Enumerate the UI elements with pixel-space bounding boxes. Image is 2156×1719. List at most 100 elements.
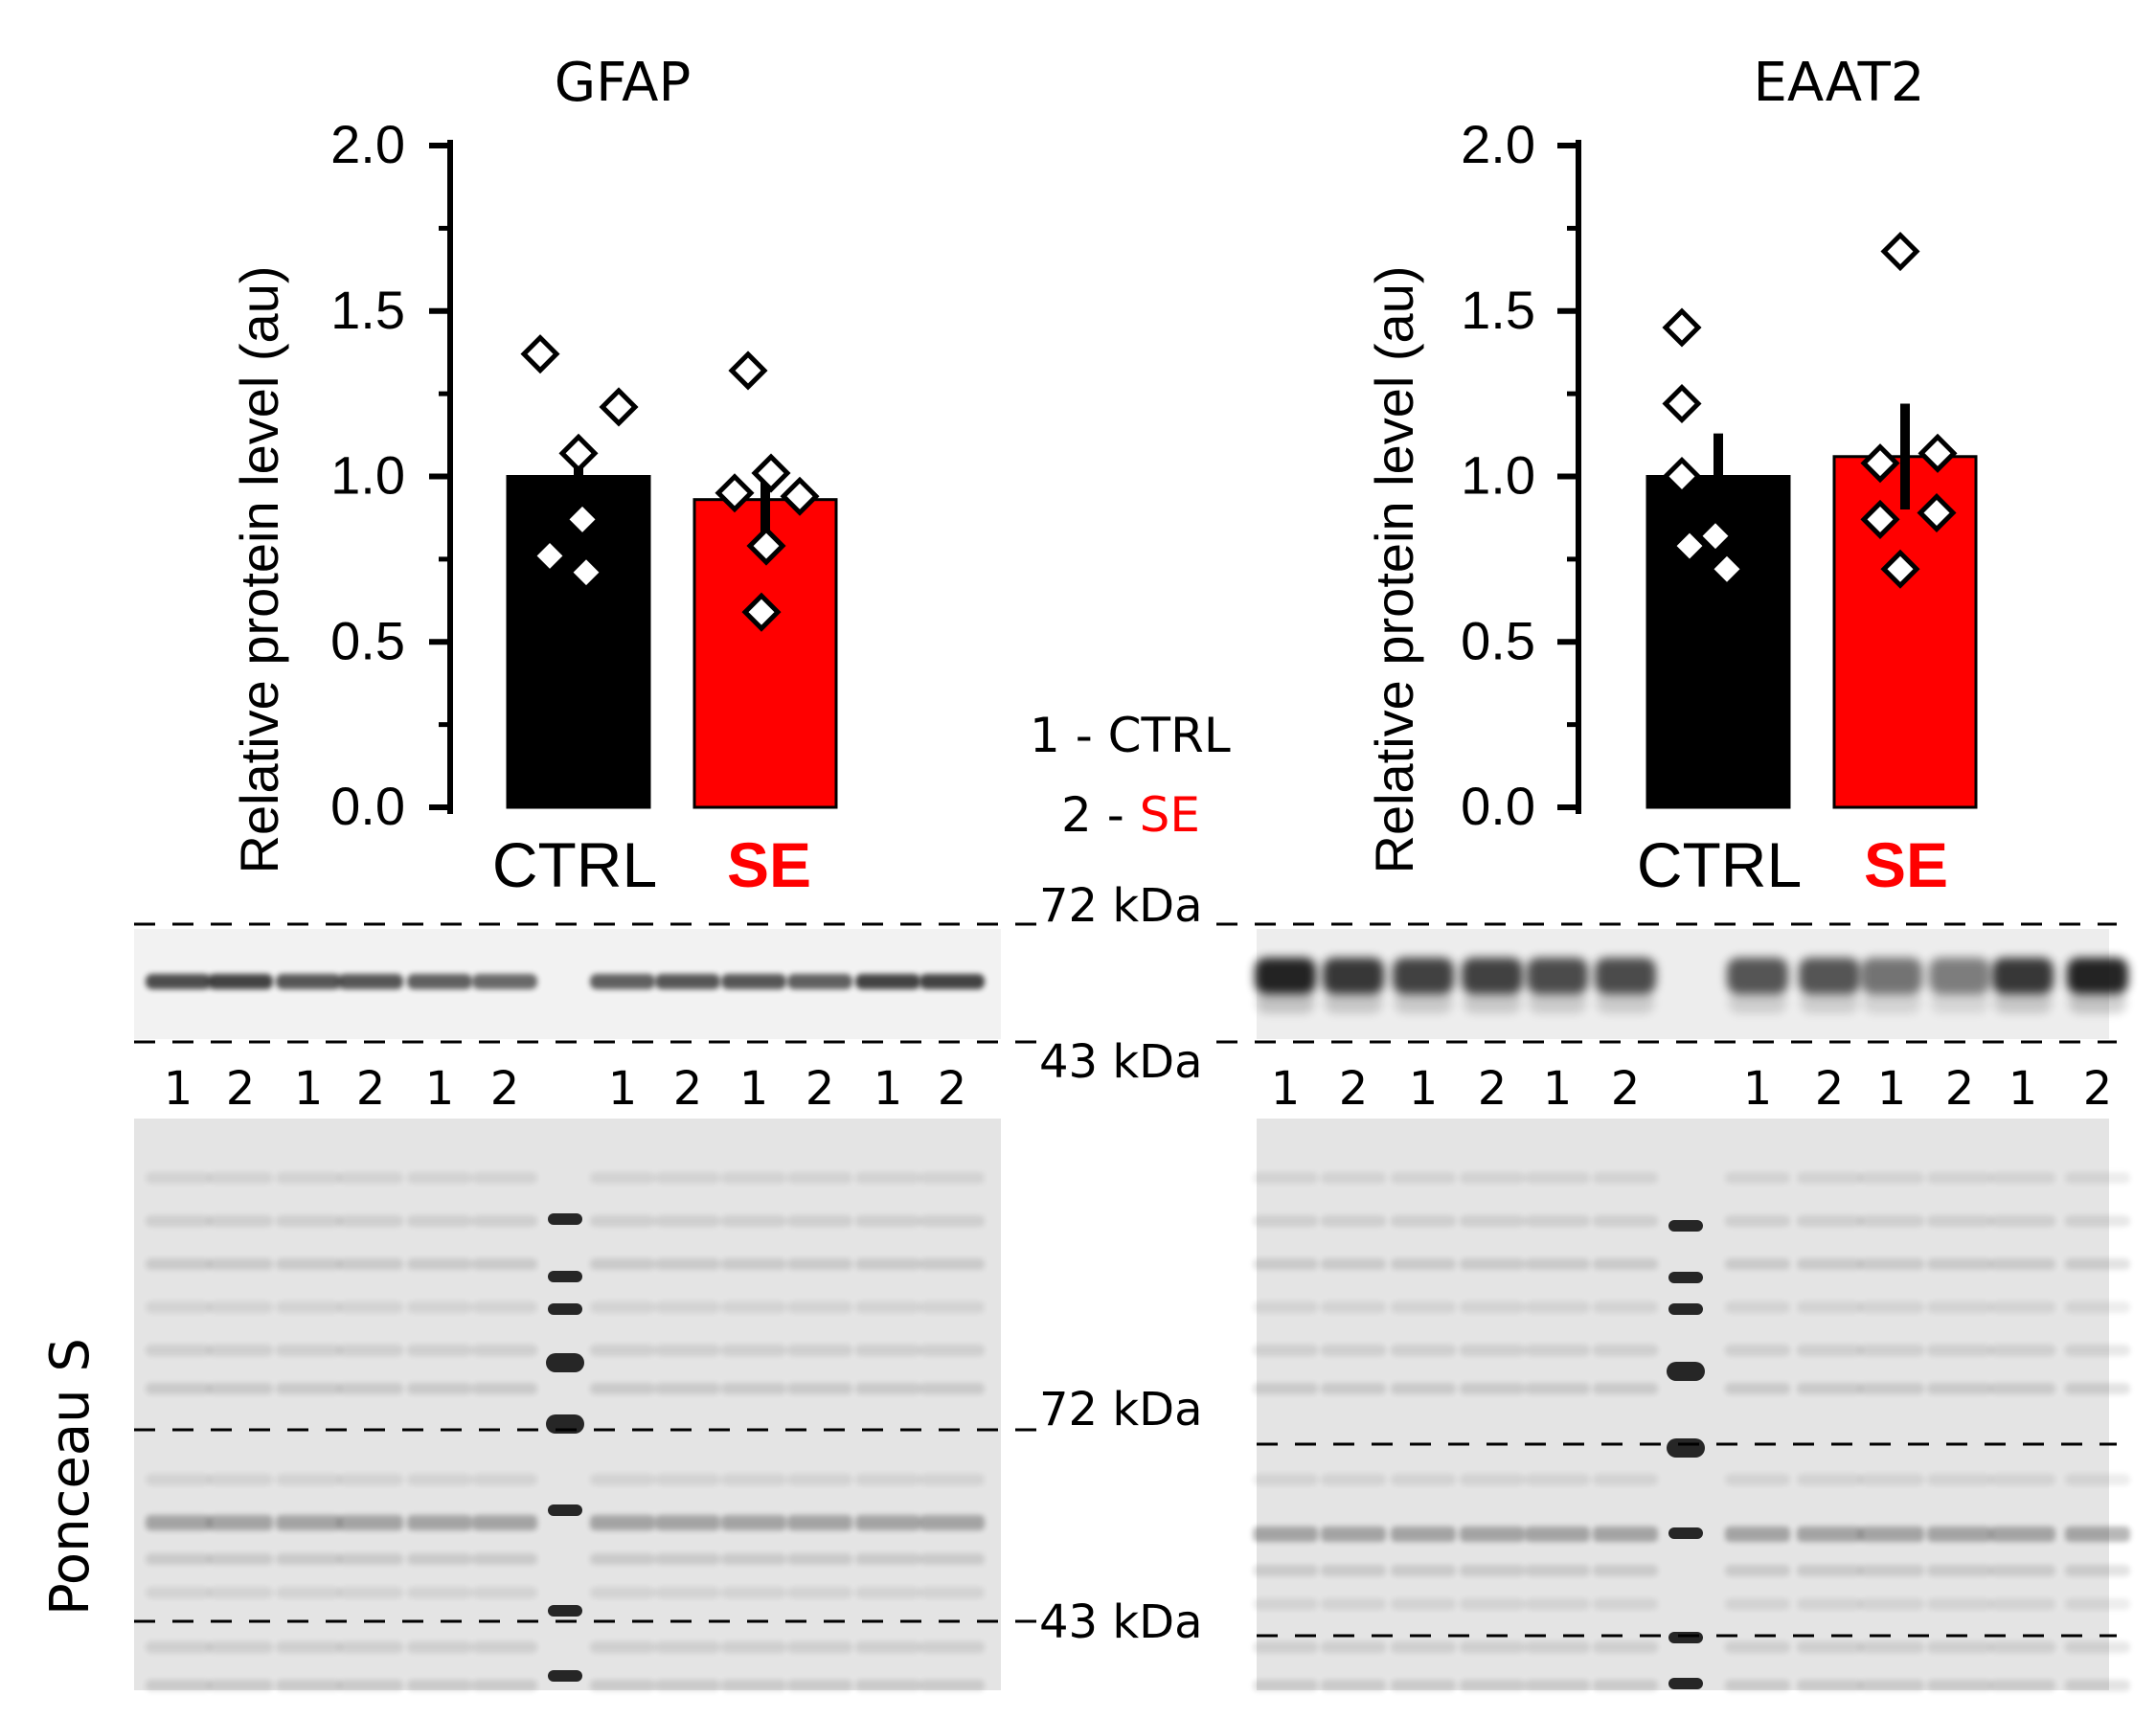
ponceau-band [721, 1553, 786, 1565]
ponceau-band [1525, 1680, 1590, 1691]
ponceau-band [787, 1383, 852, 1394]
blot-band [855, 974, 920, 989]
ponceau-band [1990, 1215, 2055, 1227]
gfap-y-tick-label: 0.0 [330, 776, 405, 836]
ponceau-band [472, 1172, 537, 1184]
legend: 1 - CTRL 2 - SE [1030, 708, 1231, 843]
lane-label: 2 [1945, 1062, 1975, 1116]
lane-label: 2 [938, 1062, 967, 1116]
ponceau-band [1797, 1527, 1862, 1542]
ladder-band [1668, 1527, 1703, 1539]
ponceau-band [1525, 1598, 1590, 1610]
ponceau-band [1927, 1258, 1992, 1270]
ponceau-band [1927, 1527, 1992, 1542]
ponceau-band [1593, 1383, 1658, 1394]
eaat2-y-tick-label: 2.0 [1461, 114, 1535, 174]
ponceau-band [1859, 1565, 1924, 1576]
ponceau-band [590, 1515, 655, 1530]
ponceau-band [590, 1587, 655, 1598]
ponceau-band [1525, 1383, 1590, 1394]
lane-label: 1 [164, 1062, 193, 1116]
ponceau-band [276, 1301, 341, 1313]
ponceau-band [919, 1474, 985, 1485]
ladder-band [548, 1670, 582, 1682]
eaat2-data-point [1880, 549, 1920, 589]
gfap-data-point [520, 334, 560, 374]
ponceau-band [1253, 1598, 1318, 1610]
ponceau-band [655, 1258, 720, 1270]
ponceau-band [338, 1301, 403, 1313]
ponceau-band [407, 1215, 472, 1227]
blot-band [721, 974, 786, 989]
gfap-chart-title: GFAP [555, 52, 692, 114]
gfap-data-point [746, 526, 786, 566]
ponceau-band [1460, 1474, 1525, 1485]
lane-label: 1 [1271, 1062, 1301, 1116]
ponceau-marker-43kda: 43 kDa [1039, 1595, 1203, 1649]
legend-label-se: SE [1140, 787, 1200, 843]
ponceau-band [919, 1641, 985, 1653]
gfap-data-point [558, 433, 599, 473]
ponceau-band [1253, 1215, 1318, 1227]
ponceau-bands-left [146, 1172, 985, 1691]
ponceau-band [655, 1641, 720, 1653]
gfap-chart: GFAP Relative protein level (au) 0.0 0.5 1… [229, 52, 838, 900]
ponceau-marker-72kda: 72 kDa [1039, 1383, 1203, 1436]
ponceau-band [590, 1641, 655, 1653]
ponceau-band [1321, 1474, 1386, 1485]
ponceau-band [1927, 1172, 1992, 1184]
lane-label: 2 [806, 1062, 835, 1116]
ponceau-band [146, 1172, 211, 1184]
ponceau-band [276, 1215, 341, 1227]
ponceau-band [1321, 1301, 1386, 1313]
ponceau-band [1927, 1641, 1992, 1653]
ponceau-band [276, 1553, 341, 1565]
blot-band [1992, 958, 2054, 994]
lane-label: 1 [1877, 1062, 1907, 1116]
ponceau-band [1391, 1215, 1456, 1227]
blot-band-smear [1931, 992, 1988, 1013]
gfap-data-point [566, 553, 606, 593]
ponceau-band [208, 1680, 273, 1691]
ponceau-band [1391, 1474, 1456, 1485]
blot-band [1727, 958, 1788, 994]
ponceau-band [146, 1383, 211, 1394]
gfap-data-point [562, 499, 602, 539]
ponceau-band [590, 1383, 655, 1394]
ponceau-band [1460, 1680, 1525, 1691]
ponceau-band [1990, 1345, 2055, 1356]
ponceau-band [1990, 1474, 2055, 1485]
ponceau-band [1460, 1172, 1525, 1184]
blot-band [1393, 958, 1454, 994]
blot-band [1255, 958, 1316, 994]
ponceau-band [1725, 1301, 1790, 1313]
ponceau-bands-right [1253, 1172, 2130, 1691]
ponceau-band [1321, 1383, 1386, 1394]
ponceau-band [1593, 1680, 1658, 1691]
ponceau-band [276, 1172, 341, 1184]
ladder-band [1668, 1632, 1703, 1643]
ponceau-band [1927, 1598, 1992, 1610]
ponceau-band [1525, 1565, 1590, 1576]
ponceau-band [338, 1215, 403, 1227]
gfap-y-tick-label: 1.0 [330, 445, 405, 506]
ponceau-band [276, 1587, 341, 1598]
ponceau-band [855, 1301, 920, 1313]
ponceau-band [1253, 1527, 1318, 1542]
blot-band [338, 974, 403, 989]
ponceau-band [472, 1345, 537, 1356]
ponceau-band [1927, 1474, 1992, 1485]
ponceau-band [208, 1515, 273, 1530]
ponceau-band [407, 1345, 472, 1356]
ponceau-band [1797, 1301, 1862, 1313]
eaat2-y-tick-label: 0.0 [1461, 776, 1535, 836]
blot-band-smear [1597, 992, 1654, 1013]
ponceau-band [1460, 1345, 1525, 1356]
ponceau-band [721, 1345, 786, 1356]
ponceau-band [146, 1474, 211, 1485]
eaat2-error-bars [1713, 403, 1910, 520]
ponceau-band [1321, 1345, 1386, 1356]
ponceau-band [1593, 1565, 1658, 1576]
ponceau-band [1391, 1258, 1456, 1270]
